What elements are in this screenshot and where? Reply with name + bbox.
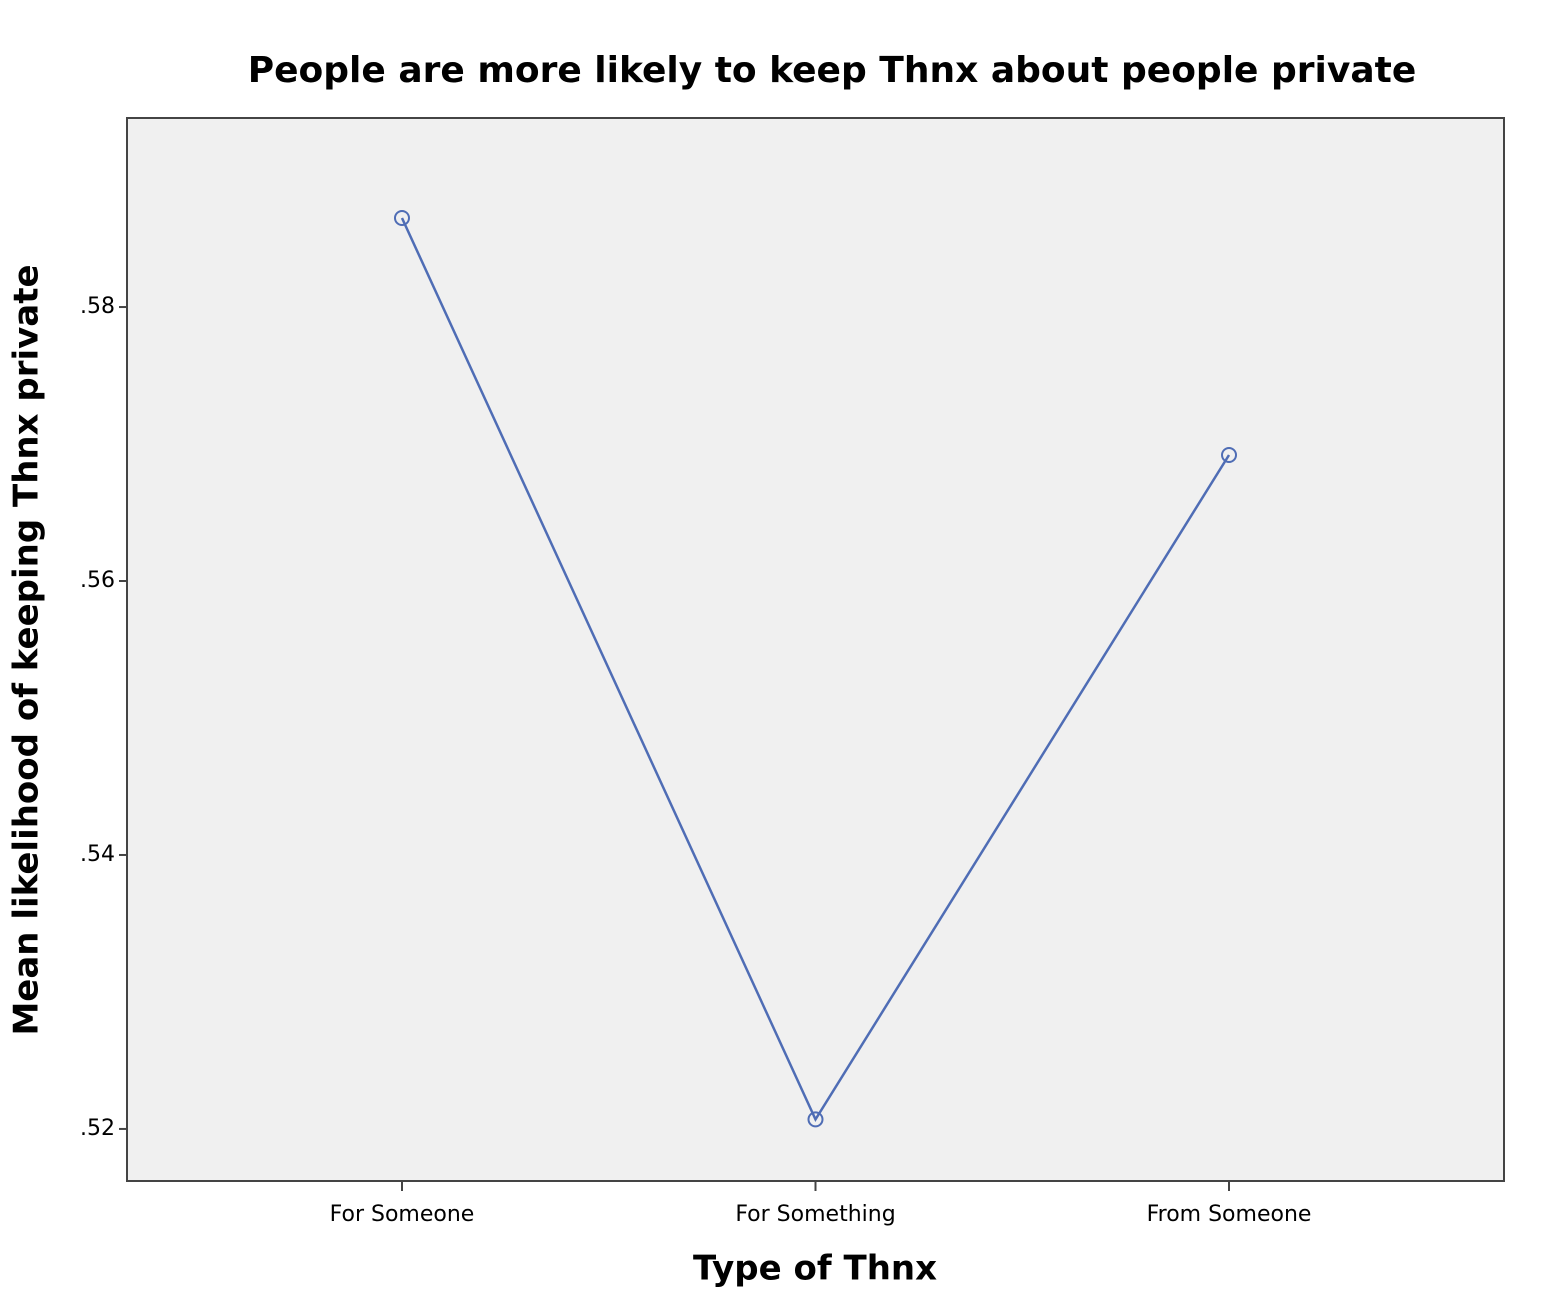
chart-title: People are more likely to keep Thnx abou… [248,50,1417,91]
y-tick-label: .58 [80,294,115,319]
x-axis-label: Type of Thnx [693,1249,937,1289]
data-point [1221,446,1238,463]
data-line [400,217,1231,1122]
plot-area [126,117,1505,1182]
x-tick-label: From Someone [1147,1202,1312,1227]
data-point [807,1111,824,1128]
y-tick-label: .56 [80,568,115,593]
x-tick-label: For Someone [330,1202,475,1227]
y-tick-label: .54 [80,842,115,867]
y-axis-label: Mean likelihood of keeping Thnx private [7,264,47,1035]
data-point [393,209,410,226]
x-tick-label: For Something [735,1202,895,1227]
y-tick-label: .52 [80,1116,115,1141]
